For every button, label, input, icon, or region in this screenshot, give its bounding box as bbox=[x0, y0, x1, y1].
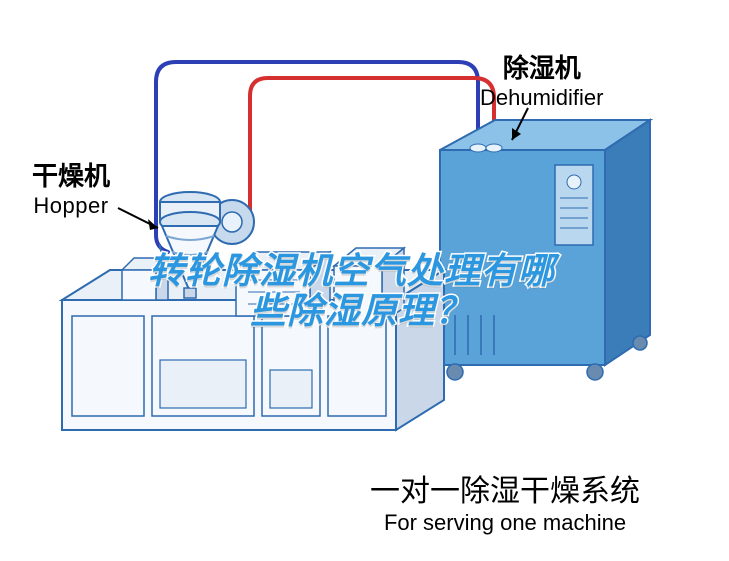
label-dehumidifier-en: Dehumidifier bbox=[480, 85, 604, 111]
label-hopper: 干燥机 Hopper bbox=[32, 156, 110, 219]
system-title: 一对一除湿干燥系统 For serving one machine bbox=[370, 466, 640, 536]
label-hopper-cn: 干燥机 bbox=[32, 156, 110, 193]
label-hopper-en: Hopper bbox=[32, 193, 110, 219]
label-dehumidifier: 除湿机 Dehumidifier bbox=[480, 48, 604, 111]
label-dehumidifier-cn: 除湿机 bbox=[480, 48, 604, 85]
system-title-cn: 一对一除湿干燥系统 bbox=[370, 466, 640, 510]
diagram-root: 除湿机 Dehumidifier 干燥机 Hopper 转轮除湿机空气处理有哪 … bbox=[0, 0, 729, 561]
overlay-title-line2: 些除湿原理？ bbox=[250, 282, 472, 334]
system-title-en: For serving one machine bbox=[370, 510, 640, 536]
